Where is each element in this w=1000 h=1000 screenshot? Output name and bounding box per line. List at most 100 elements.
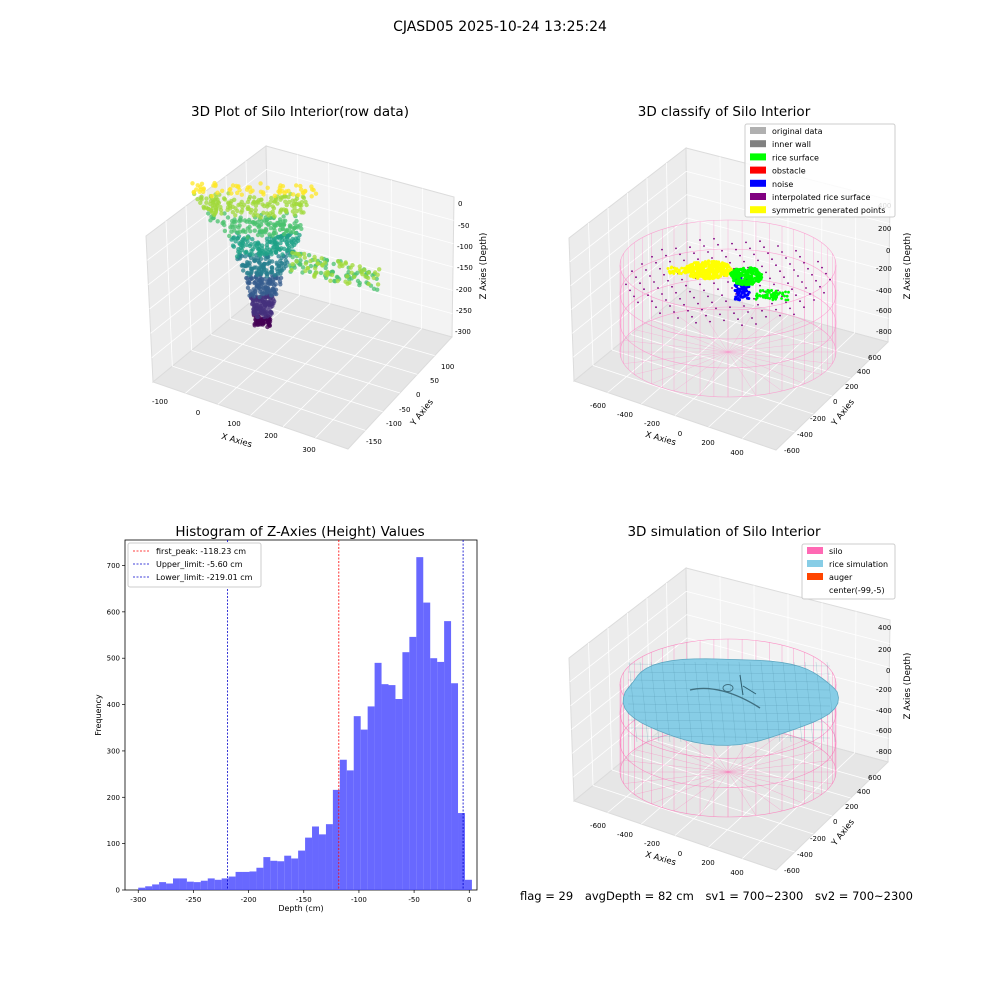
symmetric-point — [688, 274, 693, 278]
rice-point — [735, 267, 739, 271]
surface-mesh-line — [639, 661, 649, 743]
scatter-point — [286, 195, 291, 200]
interpolated-point — [679, 297, 681, 300]
scatter-point — [268, 199, 273, 205]
status-line: flag = 29 avgDepth = 82 cm sv1 = 700~230… — [520, 889, 990, 903]
scatter-point — [212, 180, 217, 186]
rice-point — [775, 296, 778, 299]
interpolated-point — [675, 247, 677, 250]
scatter-point — [248, 210, 253, 215]
scatter-point — [215, 199, 221, 204]
scatter-point — [274, 220, 280, 226]
silo-spoke — [651, 319, 729, 353]
silo-spoke — [727, 351, 822, 375]
scatter-point — [248, 242, 254, 247]
silo-spoke — [623, 340, 729, 353]
interpolated-point — [813, 299, 815, 301]
scatter-point — [279, 255, 284, 261]
raw-x-tick: 300 — [302, 446, 315, 454]
rice-point — [749, 279, 753, 282]
scatter-point — [245, 279, 250, 285]
silo-spoke — [727, 351, 833, 364]
interpolated-point — [675, 291, 677, 294]
interpolated-point — [715, 307, 717, 310]
interpolated-point — [793, 269, 795, 271]
raw-y-tick: 100 — [441, 363, 454, 371]
raw-z-tick: -50 — [458, 222, 469, 230]
silo-spoke — [727, 760, 833, 773]
interpolated-point — [735, 248, 737, 251]
classify-y-tick: 0 — [833, 398, 837, 406]
scatter-point — [245, 205, 251, 210]
rice-point — [774, 289, 778, 293]
scatter-point — [281, 214, 286, 219]
interpolated-point — [725, 255, 727, 258]
legend-label: Upper_limit: -5.60 cm — [156, 560, 243, 569]
legend-label: rice surface — [772, 153, 819, 162]
classify-y-tick: -600 — [784, 447, 800, 455]
interpolated-point — [669, 260, 671, 263]
classify-x-tick: -400 — [617, 411, 633, 419]
interpolated-point — [643, 288, 645, 291]
scatter-point — [259, 228, 264, 233]
histogram-bar — [346, 770, 354, 890]
scatter-point — [278, 275, 284, 281]
silo-spoke — [634, 329, 729, 353]
scatter-point — [279, 222, 284, 227]
scatter-point — [220, 188, 225, 193]
scatter-point — [199, 181, 205, 186]
simulation-z-tick: 200 — [878, 646, 891, 654]
scatter-point — [282, 194, 288, 199]
surface-mesh-line — [804, 661, 814, 743]
scatter-point — [272, 273, 277, 278]
rice-point — [786, 298, 790, 302]
silo-spoke — [634, 771, 729, 795]
scatter-point — [219, 211, 224, 216]
histogram-bar — [186, 881, 194, 890]
surface-dent — [689, 687, 761, 709]
interpolated-point — [769, 277, 771, 280]
interpolated-point — [743, 305, 745, 307]
simulation-x-tick: 0 — [678, 850, 682, 858]
histogram-bar — [166, 883, 173, 890]
scatter-point — [291, 192, 296, 197]
panel-histogram: Histogram of Z-Axies (Height) Values -30… — [94, 524, 478, 913]
scatter-point — [232, 197, 237, 202]
scatter-point — [255, 314, 261, 320]
raw-plot-title: 3D Plot of Silo Interior(row data) — [191, 104, 409, 120]
interpolated-point — [775, 264, 777, 267]
scatter-point — [318, 270, 324, 276]
interpolated-point — [681, 278, 683, 281]
symmetric-point — [705, 271, 710, 275]
interpolated-point — [815, 279, 817, 282]
rice-point — [749, 266, 753, 270]
classify-legend-frame — [744, 123, 896, 218]
silo-spoke — [727, 732, 783, 773]
rice-point — [749, 269, 753, 273]
raw-y-tick: -150 — [366, 438, 382, 446]
rice-point — [764, 296, 767, 300]
x-tick-label: 0 — [467, 896, 471, 904]
histogram-bar — [312, 826, 319, 890]
scatter-point — [277, 217, 283, 222]
raw-y-tick: 50 — [430, 377, 439, 385]
x-tick-label: -200 — [241, 896, 257, 904]
simulation-x-tick: 400 — [730, 869, 743, 877]
classify-legend: original data inner wall rice surface obsta… — [744, 123, 896, 218]
raw-z-tick: -150 — [457, 264, 473, 272]
scatter-point — [262, 251, 268, 257]
scatter-point — [206, 206, 211, 212]
interpolated-point — [823, 291, 825, 294]
rice-point — [753, 272, 757, 276]
legend-swatch — [807, 560, 823, 567]
interpolated-point — [759, 284, 761, 287]
scatter-point — [371, 286, 377, 291]
simulation-z-tick: -600 — [876, 727, 892, 735]
rice-point — [755, 294, 758, 298]
scatter-point — [218, 204, 223, 210]
symmetric-point — [714, 263, 718, 267]
scatter-point — [250, 237, 255, 242]
histogram-bar — [430, 658, 438, 890]
classify-x-tick: 400 — [730, 449, 743, 457]
scatter-point — [208, 201, 213, 207]
